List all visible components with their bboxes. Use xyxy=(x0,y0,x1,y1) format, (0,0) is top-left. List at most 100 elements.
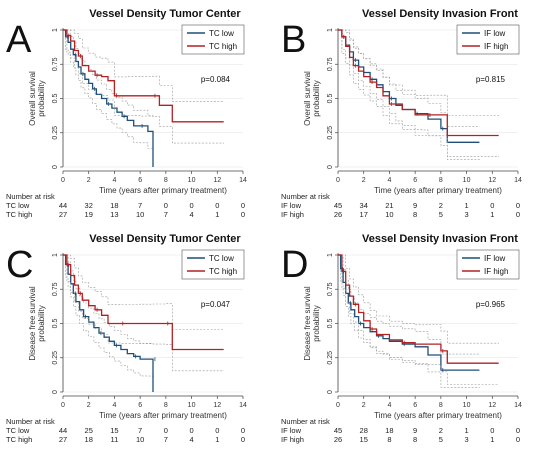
risk-cell: 0 xyxy=(241,426,245,435)
risk-cell: 7 xyxy=(164,435,168,444)
x-tick-label: 0 xyxy=(61,402,65,409)
y-tick-label: 0.25 xyxy=(327,351,334,365)
y-tick-label: 0.5 xyxy=(327,319,334,329)
series-tc-low xyxy=(63,29,154,167)
risk-cell: 0 xyxy=(516,210,520,219)
risk-cell: 0 xyxy=(164,201,168,210)
risk-cell: 0 xyxy=(241,201,245,210)
x-tick-label: 14 xyxy=(239,402,247,409)
risk-row-label: TC low xyxy=(6,426,30,435)
risk-cell: 26 xyxy=(334,435,342,444)
x-axis-title: Time (years after primary treatment) xyxy=(374,186,502,195)
risk-cell: 18 xyxy=(385,426,393,435)
risk-cell: 2 xyxy=(439,201,443,210)
p-value: p=0.047 xyxy=(201,300,231,309)
risk-cell: 15 xyxy=(110,426,118,435)
y-tick-label: 0 xyxy=(52,390,59,394)
survival-step-line xyxy=(63,254,224,351)
risk-cell: 45 xyxy=(334,201,342,210)
x-tick-label: 14 xyxy=(239,177,247,184)
y-tick-label: 0.25 xyxy=(52,351,59,365)
legend-label: TC low xyxy=(209,254,234,263)
x-tick-label: 8 xyxy=(439,177,443,184)
x-tick-label: 10 xyxy=(463,177,471,184)
x-tick-label: 8 xyxy=(164,402,168,409)
x-tick-label: 12 xyxy=(213,402,221,409)
panel-title: Vessel Density Invasion Front xyxy=(362,8,518,20)
ci-lower-line xyxy=(63,254,154,377)
risk-cell: 0 xyxy=(189,201,193,210)
y-tick-label: 0.5 xyxy=(52,319,59,329)
risk-table-header: Number at risk xyxy=(281,417,330,426)
risk-cell: 1 xyxy=(464,426,468,435)
y-tick-label: 1 xyxy=(327,253,334,257)
y-axis-title-line-1: Overall survival xyxy=(303,71,312,126)
x-tick-label: 6 xyxy=(413,177,417,184)
ci-upper-line xyxy=(338,29,499,116)
y-axis-title-line-2: probability xyxy=(37,305,46,341)
risk-cell: 1 xyxy=(215,435,219,444)
risk-cell: 11 xyxy=(111,435,119,444)
risk-cell: 0 xyxy=(189,426,193,435)
y-tick-label: 0.5 xyxy=(52,94,59,104)
p-value: p=0.965 xyxy=(476,300,506,309)
km-panel-b: B Vessel Density Invasion Front 0 0.25 0.5 0.… xyxy=(281,8,522,219)
survival-step-line xyxy=(338,29,499,137)
risk-cell: 27 xyxy=(59,435,67,444)
y-tick-label: 0.75 xyxy=(327,57,334,71)
risk-cell: 17 xyxy=(360,210,368,219)
x-axis-title: Time (years after primary treatment) xyxy=(99,186,227,195)
y-axis-title-line-2: probability xyxy=(312,305,321,341)
panel-letter: A xyxy=(6,19,32,61)
series-if-high xyxy=(338,254,499,385)
risk-cell: 18 xyxy=(110,201,118,210)
risk-cell: 10 xyxy=(136,210,144,219)
risk-cell: 0 xyxy=(164,426,168,435)
ci-upper-line xyxy=(338,29,480,127)
x-tick-label: 6 xyxy=(413,402,417,409)
legend: TC low TC high xyxy=(181,249,245,280)
risk-cell: 19 xyxy=(85,210,93,219)
panel-title: Vessel Density Invasion Front xyxy=(362,233,518,245)
risk-cell: 5 xyxy=(439,210,443,219)
risk-cell: 18 xyxy=(85,435,93,444)
y-tick-label: 0 xyxy=(327,165,334,169)
x-tick-label: 4 xyxy=(387,177,391,184)
risk-cell: 0 xyxy=(241,435,245,444)
series-tc-high xyxy=(63,29,224,144)
risk-cell: 28 xyxy=(360,426,368,435)
y-axis-title-line-1: Disease free survival xyxy=(28,286,37,360)
risk-row-label: TC low xyxy=(6,201,30,210)
y-tick-label: 1 xyxy=(52,253,59,257)
legend-label: TC low xyxy=(209,29,234,38)
risk-cell: 1 xyxy=(490,435,494,444)
x-tick-label: 0 xyxy=(336,177,340,184)
series-if-high xyxy=(338,29,499,158)
x-tick-label: 14 xyxy=(514,177,522,184)
legend-box xyxy=(456,24,520,55)
ci-lower-line xyxy=(63,254,224,372)
p-value: p=0.815 xyxy=(476,75,506,84)
risk-cell: 10 xyxy=(136,435,144,444)
risk-cell: 0 xyxy=(215,426,219,435)
legend-label: IF low xyxy=(484,29,506,38)
risk-cell: 10 xyxy=(385,210,393,219)
y-tick-label: 0.75 xyxy=(327,282,334,296)
legend-box xyxy=(181,249,245,280)
legend: IF low IF high xyxy=(456,24,520,55)
ci-lower-line xyxy=(63,29,154,149)
risk-cell: 1 xyxy=(490,210,494,219)
ci-lower-line xyxy=(338,29,499,158)
risk-row-label: IF high xyxy=(281,210,304,219)
series-tc-low xyxy=(63,254,156,392)
legend-label: IF high xyxy=(484,267,508,276)
panel-title: Vessel Density Tumor Center xyxy=(89,8,241,20)
y-axis-title-line-2: probability xyxy=(312,80,321,116)
risk-cell: 9 xyxy=(413,426,417,435)
ci-lower-line xyxy=(63,29,224,144)
legend: TC low TC high xyxy=(181,24,245,55)
risk-cell: 25 xyxy=(85,426,93,435)
x-tick-label: 8 xyxy=(164,177,168,184)
risk-cell: 21 xyxy=(385,201,393,210)
